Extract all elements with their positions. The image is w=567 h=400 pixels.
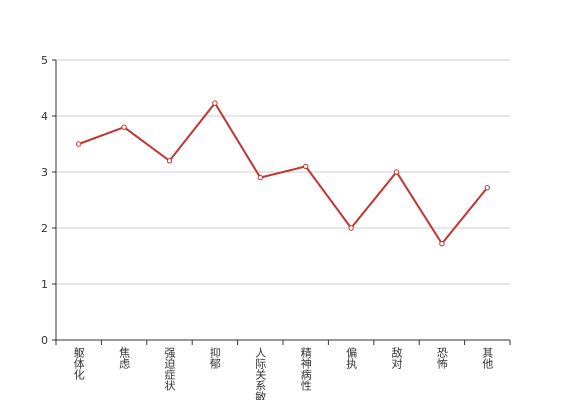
point: [257, 174, 263, 181]
x-tick-label: 强迫症状: [163, 347, 176, 391]
x-tick-label: 抑郁: [208, 346, 221, 369]
point: [303, 163, 309, 170]
y-tick-label: 3: [41, 166, 48, 179]
x-tick-label: 恐怖: [435, 347, 448, 369]
x-tick-label: 焦虑: [118, 347, 131, 369]
y-tick-label: 5: [41, 54, 48, 67]
point: [76, 141, 82, 147]
x-tick-label: 偏执: [345, 346, 358, 370]
x-tick-label: 敌对: [390, 346, 403, 369]
y-tick-label: 4: [41, 110, 48, 123]
y-tick-label: 0: [41, 334, 48, 347]
point: [166, 158, 173, 164]
point: [212, 100, 218, 106]
y-tick-label: 2: [41, 222, 48, 235]
x-tick-label: 人际关系敏感: [254, 347, 267, 400]
y-tick-label: 1: [41, 278, 48, 291]
point: [484, 184, 490, 191]
x-tick-label: 躯体化: [72, 347, 85, 381]
point: [121, 124, 127, 130]
point: [439, 240, 445, 247]
point: [348, 225, 354, 231]
x-tick-label: 其他: [481, 347, 494, 369]
point: [393, 169, 400, 175]
line: [78, 101, 489, 246]
x-tick-label: 精神病性: [299, 347, 312, 392]
